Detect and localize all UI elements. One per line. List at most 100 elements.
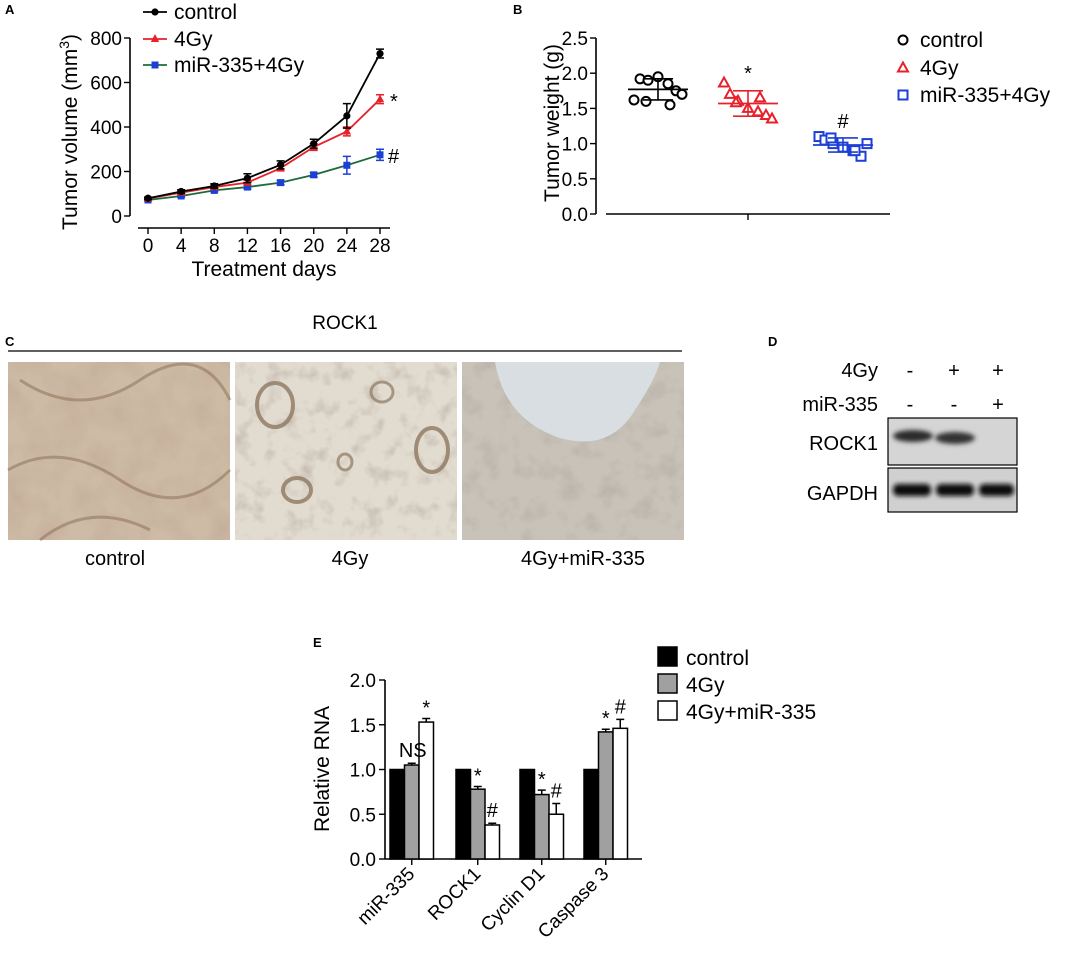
wb-row-label-4gy: 4Gy — [841, 360, 878, 382]
legend-label: 4Gy — [686, 674, 725, 697]
data-point — [310, 140, 318, 148]
error-bar — [552, 802, 561, 815]
legend-label: 4Gy — [174, 28, 213, 51]
y-tick-label: 2.5 — [562, 29, 588, 50]
y-tick-label: 1.5 — [562, 99, 588, 120]
error-bar — [407, 762, 416, 766]
sig-marker: * — [422, 697, 430, 719]
y-tick-label: 1.0 — [350, 761, 376, 782]
scatter-point — [765, 111, 779, 124]
scatter-point — [861, 138, 873, 150]
y-tick-label: 0.0 — [350, 850, 376, 871]
scatter-point — [642, 74, 654, 86]
bar-control — [583, 768, 600, 860]
scatter-point — [640, 95, 652, 107]
sig-marker: * — [474, 766, 482, 788]
scatter-point — [723, 86, 737, 99]
data-point — [310, 171, 318, 179]
x-tick-label: ROCK1 — [424, 864, 485, 925]
y-tick-label: 0.5 — [562, 170, 588, 191]
x-tick-label: 16 — [270, 236, 291, 257]
scatter-point — [664, 99, 676, 111]
wb-band-label-rock1: ROCK1 — [809, 433, 878, 455]
legend-label: miR-335+4Gy — [920, 84, 1051, 107]
error-bar — [601, 728, 610, 732]
sd-bar — [643, 78, 673, 101]
data-point — [177, 187, 185, 196]
wb-sign: + — [992, 360, 1004, 382]
scatter-point — [717, 75, 731, 88]
wb-band-rock1-lane1 — [893, 430, 933, 442]
y-axis-title: Tumor volume (mm3) — [56, 34, 82, 230]
x-tick-label: miR-335 — [354, 864, 420, 930]
ihc-caption-control: control — [85, 548, 145, 570]
y-tick-label: 0.5 — [350, 805, 376, 826]
x-tick-label: 28 — [369, 236, 390, 257]
panel-label-b: B — [513, 2, 522, 17]
x-tick-label: 4 — [176, 236, 187, 257]
legend-label: miR-335+4Gy — [174, 54, 305, 77]
y-tick-label: 2.0 — [562, 64, 588, 85]
error-bar — [488, 822, 497, 825]
x-tick-label: 8 — [209, 236, 220, 257]
legend-label: control — [686, 647, 749, 670]
bar-4gy-mir-335 — [612, 727, 629, 860]
bar-4gy — [597, 731, 614, 860]
data-point — [243, 183, 251, 191]
data-point — [243, 174, 252, 182]
legend-marker — [150, 34, 160, 42]
sd-bar — [733, 90, 763, 117]
y-tick-label: 1.5 — [350, 716, 376, 737]
y-tick-label: 200 — [90, 163, 122, 184]
scatter-point — [751, 104, 765, 117]
ihc-caption-4gy-mir335: 4Gy+miR-335 — [521, 548, 645, 570]
y-axis-title-main: Tumor volume (mm — [59, 49, 82, 230]
sig-marker: # — [551, 781, 563, 803]
legend-marker — [151, 8, 159, 16]
panel-label-c: C — [5, 334, 15, 349]
y-axis-title-close: ) — [59, 34, 82, 41]
bar-control — [389, 768, 406, 860]
wb-band-gapdh-lane2 — [936, 484, 974, 496]
bar-control — [455, 768, 472, 860]
ihc-image-control — [7, 362, 232, 542]
sig-marker: * — [602, 708, 610, 730]
legend-marker — [897, 89, 909, 101]
ihc-image-4gy — [235, 362, 457, 540]
bar-control — [519, 768, 536, 860]
y-tick-label: 2.0 — [350, 671, 376, 692]
sig-marker: * — [390, 91, 398, 113]
scatter-point — [855, 150, 867, 162]
sig-marker: # — [615, 696, 627, 718]
legend-label: control — [174, 1, 237, 24]
series-line-4gy — [147, 98, 381, 200]
legend-swatch — [657, 646, 678, 667]
error-bar — [616, 718, 625, 729]
panel-label-a: A — [5, 2, 15, 17]
legend-label: 4Gy — [920, 57, 959, 80]
data-point — [144, 194, 152, 202]
x-tick-label: 24 — [336, 236, 358, 257]
wb-sign: - — [907, 360, 914, 382]
legend-label: 4Gy+miR-335 — [686, 701, 816, 724]
data-point — [342, 126, 352, 135]
sd-bar — [828, 137, 858, 153]
legend-marker — [896, 60, 910, 73]
x-axis-title: Treatment days — [191, 258, 336, 281]
data-point — [210, 182, 218, 190]
y-axis-title: Relative RNA — [311, 706, 334, 832]
error-bar — [537, 789, 546, 795]
bar-4gy — [533, 793, 550, 860]
sig-marker: * — [744, 63, 752, 85]
x-tick-label: 12 — [237, 236, 258, 257]
data-point — [343, 112, 351, 120]
sig-marker: # — [487, 800, 499, 822]
scatter-point — [759, 107, 773, 120]
bar-4gy — [403, 764, 420, 860]
sig-marker: # — [388, 146, 400, 168]
bar-4gy-mir-335 — [548, 813, 565, 860]
legend-marker — [151, 61, 159, 69]
series-line-control — [147, 53, 381, 200]
bar-4gy — [469, 788, 486, 860]
